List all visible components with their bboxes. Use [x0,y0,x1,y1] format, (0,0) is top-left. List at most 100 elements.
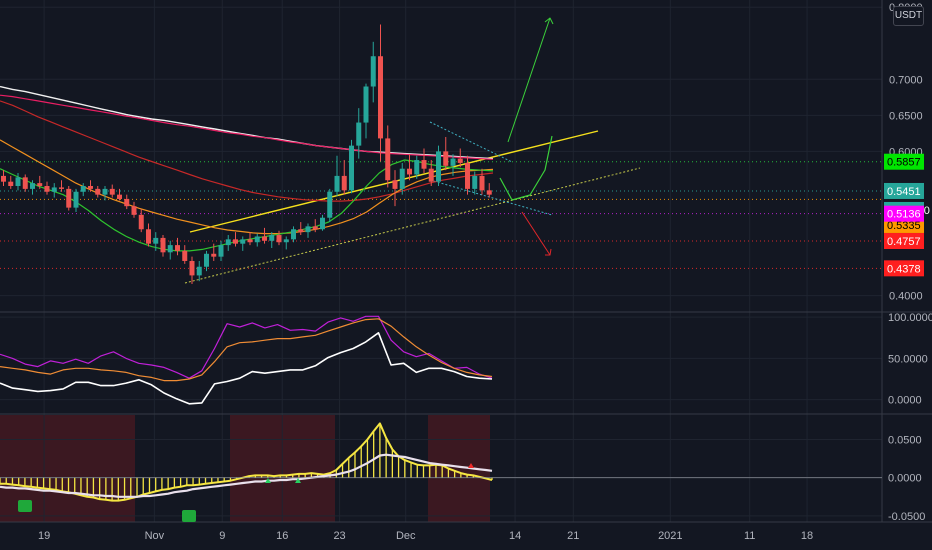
time-label-5: Dec [396,530,416,542]
candle-body-62 [450,158,456,166]
price-tag-bg-4 [884,205,924,222]
candle-body-57 [414,160,420,175]
candle-body-43 [312,226,318,230]
candle-body-6 [44,186,50,192]
price-tag-label-0: 0.5857 [887,157,921,169]
candle-body-49 [356,122,362,146]
candle-body-11 [80,186,86,192]
signal-marker-2 [468,463,474,468]
price-tag-4: 0.5136 [884,205,924,222]
candle-body-18 [131,206,137,215]
candle-body-38 [276,235,282,243]
candle-body-28 [204,253,209,267]
osc-tick-2: 0.0000 [888,395,922,407]
candle-body-63 [457,158,463,163]
osc-series-2 [0,332,493,405]
candle-body-44 [320,217,325,230]
candle-body-65 [472,175,478,189]
mom-yellow-line [0,422,493,502]
candle-body-16 [117,194,122,199]
candle-body-35 [254,236,260,243]
candle-body-8 [59,187,64,189]
candle-body-52 [378,56,383,139]
time-label-4: 23 [333,530,345,542]
osc-tick-0: 100.0000 [888,312,932,324]
candle-body-27 [196,266,202,276]
mom-white-line [0,453,493,498]
candle-body-54 [392,180,398,189]
price-tag-5: 0.4757 [884,233,924,250]
candle-body-10 [73,191,79,208]
candle-body-7 [51,187,57,192]
candle-body-64 [465,162,470,189]
signal-marker-1 [295,478,301,483]
wedge-bottom [429,179,553,216]
candle-body-39 [283,239,289,243]
candle-body-5 [37,183,43,186]
candle-body-3 [22,177,28,189]
candle-body-53 [385,138,391,181]
ma-green [0,159,494,252]
time-label-6: 14 [509,530,521,542]
price-tag-bg-5 [884,233,924,250]
price-tag-1: 0.5451 [884,182,924,199]
oscillator-panel[interactable] [0,315,493,405]
time-label-0: 19 [38,530,50,542]
price-axis[interactable]: 0.80000.70000.65000.60000.4000100.000050… [884,2,932,523]
candle-body-51 [370,56,376,87]
candle-body-21 [153,237,159,244]
osc-series-1 [0,318,493,382]
wedge-top [429,121,513,163]
currency-label[interactable]: USDT [893,6,924,26]
ma-red [0,100,494,202]
candle-body-15 [109,188,115,195]
price-tick-4: 0.4000 [889,291,923,303]
candle-body-36 [262,236,267,241]
time-axis[interactable]: 19 Nov 9 16 23 Dec 14 21 2021 11 18 [38,530,813,542]
signal-marker-0 [265,478,271,483]
candle-body-17 [124,198,130,207]
time-label-3: 16 [276,530,288,542]
momentum-panel[interactable] [0,422,882,522]
grid-layer [0,0,932,523]
candle-body-24 [175,245,180,251]
price-tag-label-4: 0.5136 [887,209,921,221]
price-panel[interactable] [0,24,494,285]
candle-body-55 [399,168,405,189]
candle-body-1 [8,181,14,186]
candle-body-45 [327,191,333,218]
candle-body-48 [349,145,354,191]
candle-body-26 [189,260,195,276]
price-tick-1: 0.7000 [889,74,923,86]
price-tag-bg-1 [884,182,924,199]
projection-up-head [544,17,554,25]
time-label-2: 9 [219,530,225,542]
candle-body-0 [1,175,6,182]
price-tag-label-3: 0.5335 [887,220,921,232]
candle-body-25 [182,250,188,261]
candle-body-56 [407,168,412,175]
time-label-10: 18 [801,530,813,542]
candle-body-47 [341,175,347,191]
candle-body-23 [167,245,173,253]
candle-body-22 [160,237,166,253]
time-label-1: Nov [145,530,165,542]
candle-body-67 [486,190,492,195]
candle-body-61 [443,151,449,166]
background-layer [0,415,490,522]
candle-body-9 [66,188,72,208]
ma-pink [0,94,494,160]
mom-tick-1: 0.0000 [888,473,922,485]
candle-body-66 [479,175,485,191]
candle-body-30 [218,245,224,257]
candle-body-40 [291,229,296,240]
projection-down-arrow [521,211,551,256]
price-tag-6: 0.4378 [884,260,924,277]
price-tag-label-6: 0.4378 [887,263,921,275]
price-tag-bg-0 [884,153,924,170]
price-tag-label-5: 0.4757 [887,236,921,248]
candle-body-46 [334,175,340,192]
candle-body-20 [146,229,151,244]
candle-body-19 [138,214,144,230]
